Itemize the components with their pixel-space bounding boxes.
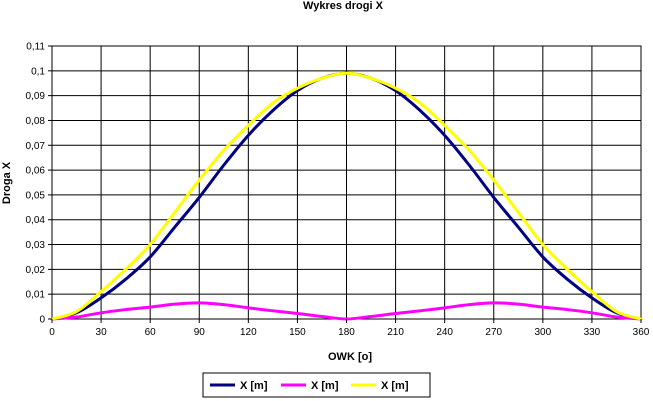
grid: [51, 45, 642, 320]
y-tick-label: 0,02: [26, 265, 46, 276]
x-tick-label: 30: [96, 327, 108, 338]
y-tick-label: 0,11: [26, 42, 45, 53]
legend-label: X [m]: [240, 380, 268, 392]
legend-label: X [m]: [311, 380, 339, 392]
x-tick-label: 120: [240, 327, 257, 338]
x-tick-label: 180: [338, 327, 355, 338]
y-tick-label: 0: [39, 315, 45, 326]
x-axis-label: OWK [o]: [328, 351, 372, 363]
y-tick-label: 0,04: [26, 215, 46, 226]
y-tick-label: 0,08: [26, 116, 46, 127]
y-tick-label: 0,01: [26, 290, 46, 301]
y-axis-label: Droga X: [1, 161, 13, 204]
x-tick-label: 240: [436, 327, 453, 338]
legend-label: X [m]: [381, 380, 409, 392]
y-tick-label: 0,06: [26, 166, 46, 177]
x-tick-label: 90: [194, 327, 206, 338]
legend-items: X [m] X [m] X [m]: [210, 380, 409, 392]
x-tick-labels: 0 30 60 90 120 150 180 210 240 270 300 330 360: [49, 319, 650, 338]
x-tick-label: 0: [49, 327, 55, 338]
y-tick-labels: 0 0,01 0,02 0,03 0,04 0,05 0,06 0,07 0,08 0,09 0,1…: [26, 42, 52, 326]
legend-box: [202, 372, 431, 398]
y-tick-label: 0,09: [26, 91, 46, 102]
x-tick-label: 360: [633, 327, 650, 338]
x-tick-label: 210: [387, 327, 404, 338]
x-tick-label: 300: [534, 327, 551, 338]
x-tick-label: 330: [584, 327, 601, 338]
y-tick-label: 0,1: [31, 66, 45, 77]
x-tick-label: 150: [289, 327, 306, 338]
y-tick-label: 0,05: [26, 190, 46, 201]
series-line-yellow: [50, 71, 643, 321]
x-tick-label: 60: [145, 327, 157, 338]
legend: X [m] X [m] X [m]: [202, 372, 431, 398]
y-tick-label: 0,03: [26, 240, 46, 251]
chart-title: Wykres drogi X: [303, 0, 384, 12]
x-tick-label: 270: [485, 327, 502, 338]
y-tick-label: 0,07: [26, 141, 46, 152]
